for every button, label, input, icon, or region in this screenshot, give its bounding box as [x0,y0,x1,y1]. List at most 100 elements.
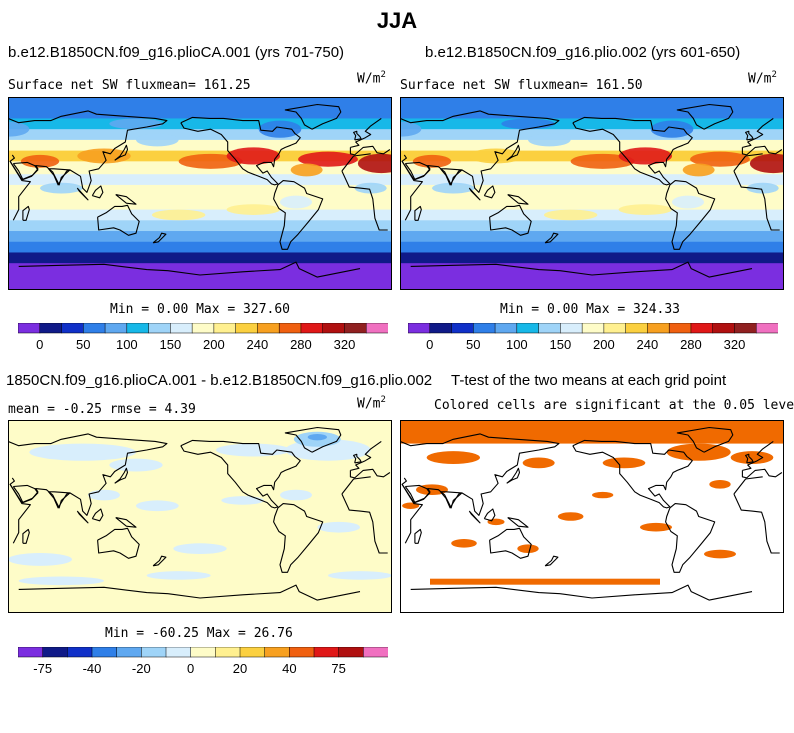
sw-band [8,139,392,152]
panel4-map [400,420,784,613]
colorbar-tick-label: 320 [334,337,356,352]
diff-blob [18,576,104,586]
sw-blob [432,182,475,194]
colorbar-tick-label: 20 [233,661,247,676]
coast-newguinea [507,517,529,528]
colorbar-tick-label: 200 [203,337,225,352]
colorbar-tick-label: 150 [160,337,182,352]
sw-blob [357,153,392,174]
sw-band [400,231,784,243]
panel3-map [8,420,392,613]
sig-patch [730,451,774,464]
colorbar-swatch [516,323,540,334]
sw-band [400,97,784,119]
sig-southern-band [430,578,660,585]
colorbar-swatch [560,323,583,334]
coast-eurasia [8,110,391,193]
colorbar-swatch [116,647,142,658]
coast-southam [273,180,324,250]
colorbar-tick-label: -20 [132,661,151,676]
sw-blob [40,182,83,194]
colorbar-swatch [690,323,714,334]
coast-borneo [91,508,104,522]
colorbar-tick-label: 240 [637,337,659,352]
sw-blob [354,182,387,194]
coast-newguinea [115,517,137,528]
coast-japan [506,467,521,484]
sig-patch [640,522,672,532]
panel3-minmax: Min = -60.25 Max = 26.76 [105,626,293,641]
sig-patch [592,491,614,499]
sw-band [400,241,784,253]
sw-band [8,129,392,141]
coast-newguinea [507,194,529,205]
sw-band [8,118,392,130]
map-frame [8,420,392,613]
colorbar-tick-label: 280 [680,337,702,352]
sw-band [400,263,784,290]
sw-band [8,174,392,186]
coastlines [400,103,783,278]
panel2-map [400,97,784,290]
coast-northam [180,439,301,509]
colorbar-swatch [257,323,280,334]
coast-madagascar [22,205,30,221]
sw-band [400,252,784,264]
sw-band [8,241,392,253]
colorbar-swatch [42,647,68,658]
sw-band [400,118,784,130]
sw-blob [8,121,30,137]
colorbar-tick-label: 40 [282,661,296,676]
map-frame [8,97,392,290]
coast-eurasia [400,110,783,193]
coast-greenland [284,103,342,130]
sw-band [8,263,392,290]
colorbar-swatch [313,647,340,658]
colorbar-swatch [494,323,518,334]
colorbar-tick-label: -40 [83,661,102,676]
sw-band [8,252,392,264]
coast-newzealand [544,232,559,244]
colorbar-swatch [165,647,192,658]
coast-indiaSub [48,168,71,186]
panel2-title: b.e12.B1850CN.f09_g16.plio.002 (yrs 601-… [425,44,741,61]
coast-eurasia [8,433,391,516]
diff-blob [221,496,264,505]
sig-patch [451,539,477,548]
sw-blob [20,154,60,168]
sw-band [8,198,392,211]
sw-blob [690,151,750,167]
colorbar-tick-label: -75 [33,661,52,676]
sw-blob [226,204,280,215]
sw-blob [400,121,422,137]
sw-blob [298,151,358,167]
sw-blob [152,209,206,221]
sw-blob [749,153,784,174]
coast-uk [353,453,362,464]
colorbar-swatch [91,647,118,658]
colorbar-tick-label: 50 [76,337,90,352]
sig-patch [517,544,539,553]
diff-blob [280,489,312,501]
panel4-subtitle: Colored cells are significant at the 0.0… [434,398,794,413]
colorbar-swatch [473,323,496,334]
coast-arabia [404,484,431,504]
sw-blob [618,204,672,215]
sw-blob [290,163,323,177]
colorbar-swatch [264,647,290,658]
colorbar-tick-label: 75 [331,661,345,676]
coast-japan [114,467,129,484]
significance-field [400,420,784,613]
coast-madagascar [22,528,30,544]
colorbar-swatch [170,323,193,334]
sw-field [400,97,784,290]
coast-australia [97,527,140,559]
panel3-colorbar: -75 -40 -20 0 20 40 75 [18,647,388,676]
sw-band [8,97,392,119]
colorbar-swatch [61,323,84,334]
colorbar-tick-label: 240 [247,337,269,352]
colorbar-tick-label: 50 [466,337,480,352]
colorbar-swatch [712,323,736,334]
colorbar-swatch [338,647,364,658]
colorbar-swatch [126,323,150,334]
